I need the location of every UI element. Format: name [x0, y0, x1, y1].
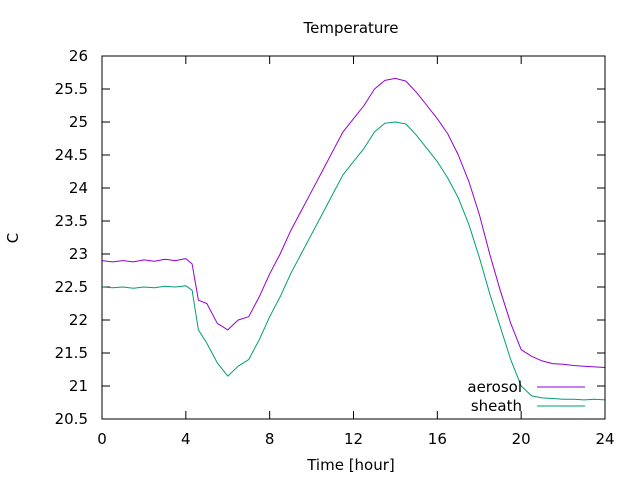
x-tick-label: 0 [97, 430, 107, 448]
y-tick-label: 25 [69, 113, 88, 131]
y-tick-label: 26 [69, 47, 88, 65]
y-tick-label: 24 [69, 179, 88, 197]
axis-tick-labels: 20.5 21 21.5 22 22.5 23 23.5 24 24.5 25 25.5 26 0 4 8 1… [55, 47, 615, 448]
x-tick-label: 12 [344, 430, 363, 448]
x-tick-label: 20 [512, 430, 531, 448]
x-axis-label: Time [hour] [306, 456, 395, 474]
x-tick-label: 16 [428, 430, 447, 448]
y-tick-label: 22 [69, 311, 88, 329]
y-tick-label: 21 [69, 377, 88, 395]
x-tick-label: 8 [265, 430, 275, 448]
legend-label-sheath: sheath [471, 397, 522, 415]
data-series [101, 77, 606, 401]
y-tick-label: 22.5 [55, 278, 88, 296]
series-line-aerosol [101, 77, 606, 368]
y-tick-label: 24.5 [55, 146, 88, 164]
y-tick-label: 23.5 [55, 212, 88, 230]
y-tick-label: 21.5 [55, 344, 88, 362]
x-tick-label: 4 [181, 430, 191, 448]
y-tick-label: 20.5 [55, 410, 88, 428]
x-tick-label: 24 [595, 430, 614, 448]
plot-frame [101, 55, 606, 420]
axis-ticks [101, 55, 606, 420]
y-axis-label: C [4, 233, 22, 243]
legend-label-aerosol: aerosol [467, 378, 522, 396]
chart-title: Temperature [302, 19, 398, 37]
y-tick-label: 23 [69, 245, 88, 263]
y-tick-label: 25.5 [55, 80, 88, 98]
series-line-sheath [101, 121, 606, 401]
